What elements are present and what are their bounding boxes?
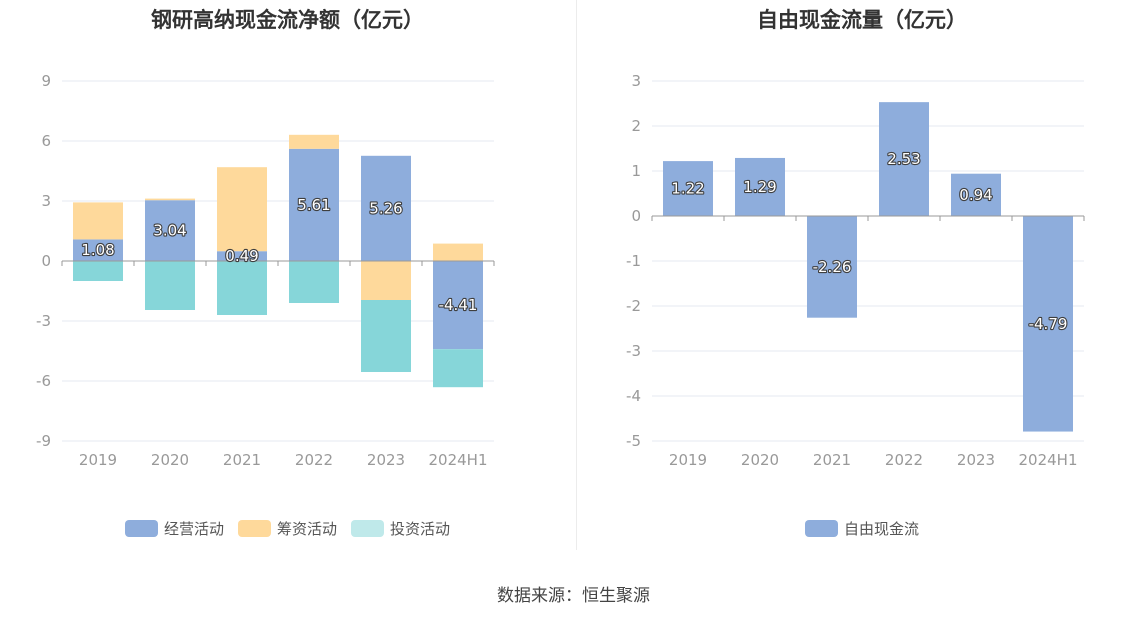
bar-fcf: [663, 161, 713, 216]
x-tick-label: 2019: [79, 451, 117, 469]
x-tick-label: 2022: [885, 451, 923, 469]
data-label: 0.49: [225, 247, 258, 265]
cash-flow-chart-title: 钢研高纳现金流净额（亿元）: [151, 8, 424, 32]
y-tick-label: -5: [626, 432, 641, 450]
y-tick-label: 0: [41, 252, 51, 270]
y-tick-label: -4: [626, 387, 641, 405]
free-cash-flow-chart-title: 自由现金流量（亿元）: [757, 8, 967, 32]
bar-operating: [433, 261, 483, 350]
bar-fcf: [807, 216, 857, 318]
legend-swatch-operating: [124, 520, 158, 537]
data-label: -4.79: [1029, 315, 1068, 333]
y-tick-label: 3: [631, 72, 641, 90]
x-tick-label: 2021: [223, 451, 261, 469]
x-tick-label: 2023: [367, 451, 405, 469]
x-tick-label: 2020: [151, 451, 189, 469]
legend-swatch-fcf: [804, 520, 838, 537]
legend-label-operating: 经营活动: [163, 520, 224, 538]
legend-label-fcf: 自由现金流: [843, 520, 919, 538]
data-source-note: 数据来源：恒生聚源: [497, 586, 650, 606]
bar-fcf: [1023, 216, 1073, 432]
data-label: 5.61: [297, 196, 330, 214]
free-cash-flow-chart-panel: 自由现金流量（亿元） 3 2 1 0 -1 -2 -3 -4 -5 2019 2020 2021 202…: [577, 0, 1147, 560]
cash-flow-chart: 9 6 3 0 -3 -6 -9 2019 2020 2021 2022 2023 2024H1 1.08…: [36, 72, 495, 469]
bar-operating: [217, 251, 267, 261]
y-tick-label: -2: [626, 297, 641, 315]
data-label: 5.26: [369, 199, 402, 217]
free-cash-flow-chart: 3 2 1 0 -1 -2 -3 -4 -5 2019 2020 2021 2022 2023 2024H1…: [626, 72, 1085, 469]
bar-financing: [217, 167, 267, 252]
x-tick-label: 2022: [295, 451, 333, 469]
x-tick-label: 2024H1: [1019, 451, 1078, 469]
free-cash-flow-legend: 自由现金流: [577, 518, 1147, 539]
bar-investing: [433, 349, 483, 388]
data-label: 1.08: [81, 241, 114, 259]
panel-divider: [576, 0, 577, 550]
legend-swatch-investing: [351, 520, 384, 537]
bar-financing: [289, 134, 339, 149]
y-tick-label: 2: [631, 117, 641, 135]
y-tick-label: 6: [41, 132, 51, 150]
bar-investing: [217, 261, 267, 315]
x-tick-label: 2020: [741, 451, 779, 469]
x-tick-label: 2021: [813, 451, 851, 469]
data-label: -2.26: [813, 258, 852, 276]
legend-label-investing: 投资活动: [390, 520, 451, 538]
x-tick-label: 2023: [957, 451, 995, 469]
y-tick-label: -6: [36, 372, 51, 390]
legend-item-fcf[interactable]: 自由现金流: [804, 518, 919, 539]
y-tick-label: -3: [36, 312, 51, 330]
bar-operating: [145, 200, 195, 261]
bar-investing: [289, 261, 339, 303]
bar-investing: [145, 261, 195, 310]
y-tick-label: -1: [626, 252, 641, 270]
legend-item-investing[interactable]: 投资活动: [351, 518, 450, 539]
bar-financing: [73, 202, 123, 240]
bar-financing: [361, 261, 411, 300]
y-tick-label: 0: [631, 207, 641, 225]
y-tick-label: 9: [41, 72, 51, 90]
cash-flow-chart-panel: 钢研高纳现金流净额（亿元） 9 6 3 0 -3 -6 -9 2019 2020 2021 2022…: [0, 0, 575, 560]
legend-item-financing[interactable]: 筹资活动: [237, 518, 337, 539]
bar-financing: [145, 198, 195, 201]
y-tick-label: 1: [631, 162, 641, 180]
bar-fcf: [879, 102, 929, 216]
bar-investing: [361, 300, 411, 372]
bar-operating: [361, 155, 411, 261]
legend-swatch-financing: [237, 520, 271, 537]
legend-label-financing: 筹资活动: [276, 520, 337, 538]
y-tick-label: -9: [36, 432, 51, 450]
bar-fcf: [735, 157, 785, 216]
data-label: 3.04: [153, 222, 186, 240]
data-label: 1.29: [743, 178, 776, 196]
x-tick-label: 2024H1: [429, 451, 488, 469]
legend-item-operating[interactable]: 经营活动: [124, 518, 224, 539]
cash-flow-legend: 经营活动 筹资活动 投资活动: [0, 518, 575, 539]
bar-operating: [73, 239, 123, 261]
bar-fcf: [951, 173, 1001, 216]
bar-operating: [289, 148, 339, 261]
y-tick-label: 3: [41, 192, 51, 210]
data-label: 1.22: [671, 180, 704, 198]
bar-investing: [73, 261, 123, 281]
bar-financing: [433, 243, 483, 261]
data-label: 0.94: [959, 186, 992, 204]
data-label: 2.53: [887, 150, 920, 168]
data-label: -4.41: [439, 296, 478, 314]
y-tick-label: -3: [626, 342, 641, 360]
x-tick-label: 2019: [669, 451, 707, 469]
